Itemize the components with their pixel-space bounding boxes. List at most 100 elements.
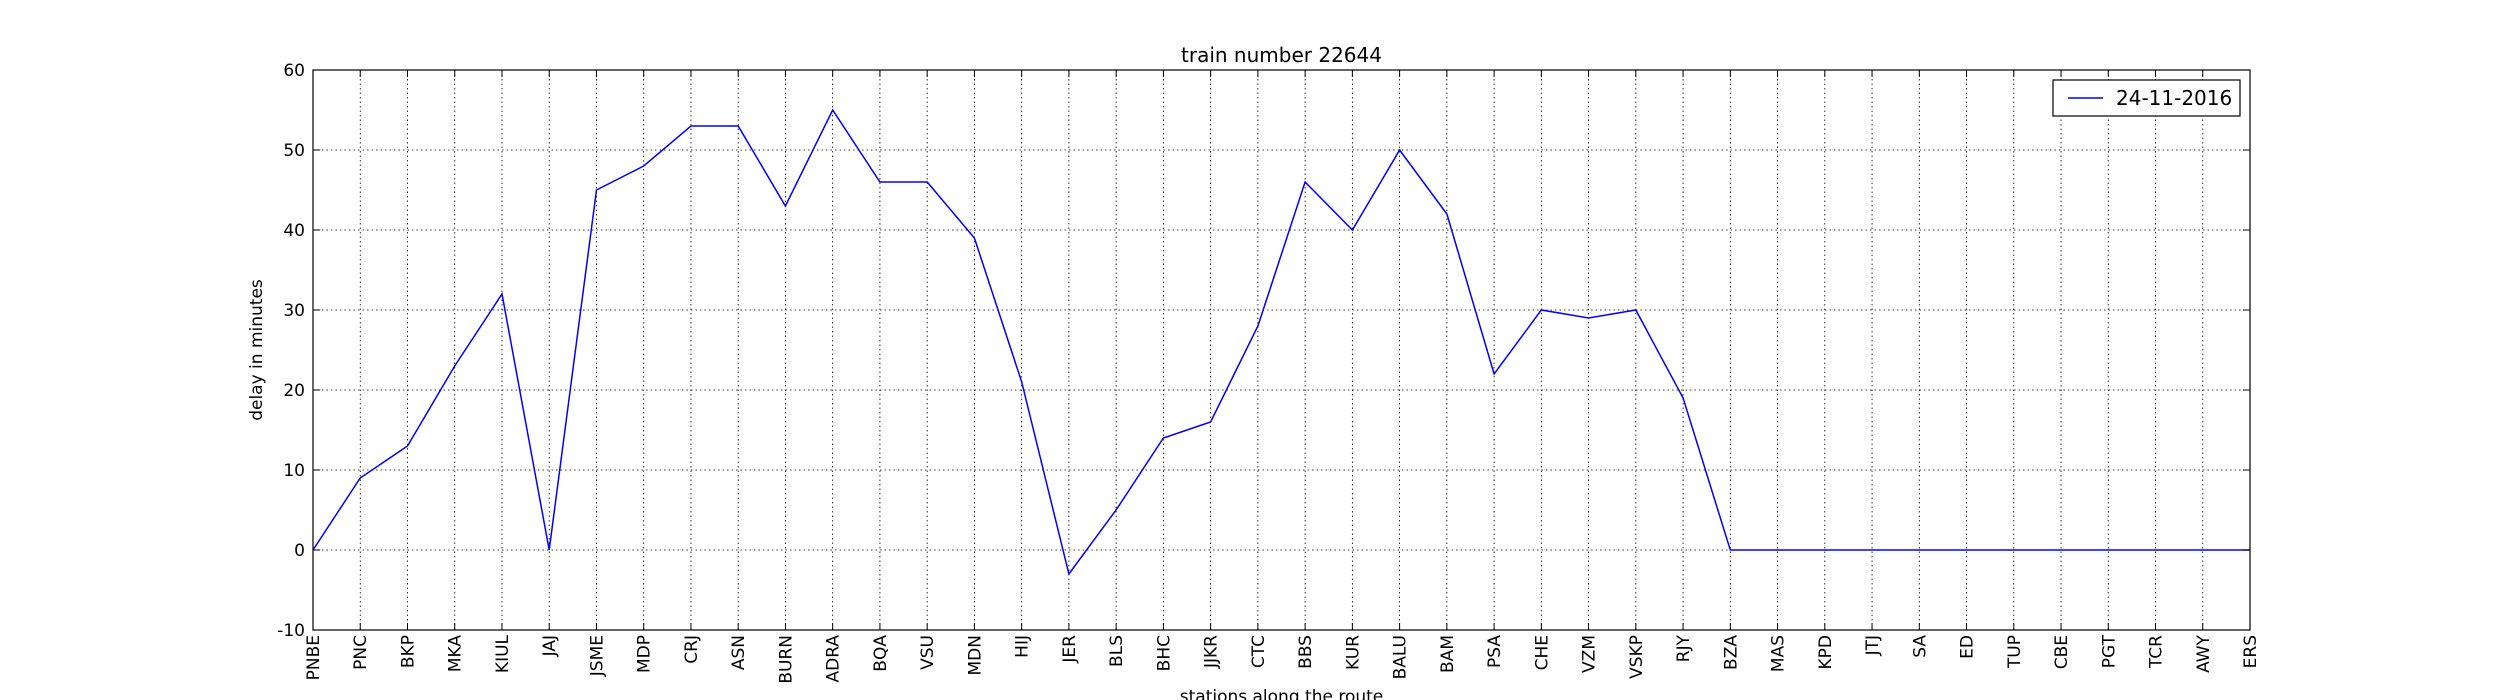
x-tick-label: TCR xyxy=(2147,635,2167,669)
y-tick-label: 20 xyxy=(283,381,305,401)
x-tick-label: BQA xyxy=(871,635,891,672)
data-point xyxy=(452,364,457,369)
data-point xyxy=(1208,420,1213,425)
x-tick-label: AWY xyxy=(2194,634,2214,673)
x-tick-label: BAM xyxy=(1438,635,1458,673)
legend: 24-11-2016 xyxy=(2052,79,2241,117)
data-point xyxy=(925,180,930,185)
axis-ticks: -10 0 10 20 30 40 50 60 PNBE PNC BKP MKA KIUL JAJ JSME… xyxy=(277,61,2261,684)
y-tick-label: 50 xyxy=(283,141,305,161)
data-point xyxy=(2011,548,2016,553)
data-point xyxy=(499,292,504,297)
y-tick-label: 40 xyxy=(283,221,305,241)
data-point xyxy=(1303,180,1308,185)
x-tick-label: ERS xyxy=(2241,635,2261,668)
x-tick-label: VZM xyxy=(1580,635,1600,673)
data-point xyxy=(1539,308,1544,313)
x-tick-label: JJKR xyxy=(1202,635,1222,669)
x-tick-label: BBS xyxy=(1296,635,1316,669)
chart-title: train number 22644 xyxy=(1181,43,1382,67)
data-point xyxy=(1444,212,1449,217)
x-tick-label: MAS xyxy=(1769,635,1789,672)
x-axis-label: stations along the route xyxy=(1180,687,1384,700)
data-point xyxy=(2200,548,2205,553)
x-tick-label: SA xyxy=(1910,635,1930,658)
data-point xyxy=(2059,548,2064,553)
legend-entry-label: 24-11-2016 xyxy=(2116,86,2232,110)
data-point xyxy=(1775,548,1780,553)
grid-lines xyxy=(313,70,2250,630)
data-point xyxy=(1350,228,1355,233)
x-tick-label: RJY xyxy=(1674,634,1694,662)
data-point xyxy=(2106,548,2111,553)
x-tick-label: MKA xyxy=(446,635,466,673)
data-point xyxy=(1681,396,1686,401)
data-point xyxy=(1114,508,1119,513)
data-point xyxy=(594,188,599,193)
data-point xyxy=(688,124,693,129)
x-tick-label: BZA xyxy=(1721,635,1741,670)
x-tick-label: ADRA xyxy=(824,635,844,683)
x-tick-label: HIJ xyxy=(1013,635,1033,658)
y-tick-label: -10 xyxy=(277,621,305,641)
x-tick-label: MDP xyxy=(635,635,655,673)
data-point xyxy=(1397,148,1402,153)
data-point xyxy=(1917,548,1922,553)
data-point xyxy=(547,548,552,553)
x-tick-label: KPD xyxy=(1816,635,1836,670)
x-tick-label: JSME xyxy=(587,635,607,677)
data-point xyxy=(1633,308,1638,313)
x-tick-label: BKP xyxy=(398,635,418,668)
data-point xyxy=(1870,548,1875,553)
data-point xyxy=(830,108,835,113)
data-point xyxy=(1586,316,1591,321)
x-tick-label: JTJ xyxy=(1863,635,1883,656)
data-point xyxy=(783,204,788,209)
x-tick-label: CHE xyxy=(1532,635,1552,670)
x-tick-label: CRJ xyxy=(682,635,702,664)
data-point xyxy=(1964,548,1969,553)
x-tick-label: VSU xyxy=(918,635,938,670)
x-tick-label: CTC xyxy=(1249,635,1269,668)
data-point xyxy=(2153,548,2158,553)
plot-area-frame xyxy=(312,69,2251,631)
series-line xyxy=(312,108,2250,576)
y-tick-label: 10 xyxy=(283,461,305,481)
x-tick-label: ED xyxy=(1958,635,1978,659)
data-point xyxy=(877,180,882,185)
data-point xyxy=(1161,436,1166,441)
y-tick-label: 60 xyxy=(283,61,305,81)
data-point xyxy=(1255,324,1260,329)
x-tick-label: PSA xyxy=(1485,635,1505,668)
x-tick-label: KIUL xyxy=(493,634,513,673)
x-tick-label: ASN xyxy=(729,635,749,670)
x-tick-label: VSKP xyxy=(1627,635,1647,679)
x-tick-label: JER xyxy=(1060,635,1080,664)
x-tick-label: TUP xyxy=(2005,635,2025,669)
data-point xyxy=(736,124,741,129)
y-tick-label: 0 xyxy=(294,541,305,561)
y-tick-label: 30 xyxy=(283,301,305,321)
data-point xyxy=(405,444,410,449)
x-tick-label: KUR xyxy=(1343,635,1363,670)
x-tick-label: PNC xyxy=(351,635,371,670)
data-point xyxy=(1822,548,1827,553)
y-axis-label: delay in minutes xyxy=(247,279,267,421)
x-tick-label: PNBE xyxy=(304,635,324,680)
data-point xyxy=(972,236,977,241)
x-tick-label: JAJ xyxy=(540,635,560,657)
x-tick-label: MDN xyxy=(965,635,985,675)
x-tick-label: BLS xyxy=(1107,635,1127,667)
x-tick-label: BURN xyxy=(776,635,796,684)
x-tick-label: BALU xyxy=(1391,635,1411,679)
data-point xyxy=(1066,572,1071,577)
data-point xyxy=(358,476,363,481)
data-point xyxy=(1728,548,1733,553)
x-tick-label: BHC xyxy=(1154,635,1174,671)
x-tick-label: CBE xyxy=(2052,635,2072,669)
data-point xyxy=(1019,380,1024,385)
data-point xyxy=(1492,372,1497,377)
x-tick-label: PGT xyxy=(2099,634,2119,668)
series-lines xyxy=(312,108,2250,577)
